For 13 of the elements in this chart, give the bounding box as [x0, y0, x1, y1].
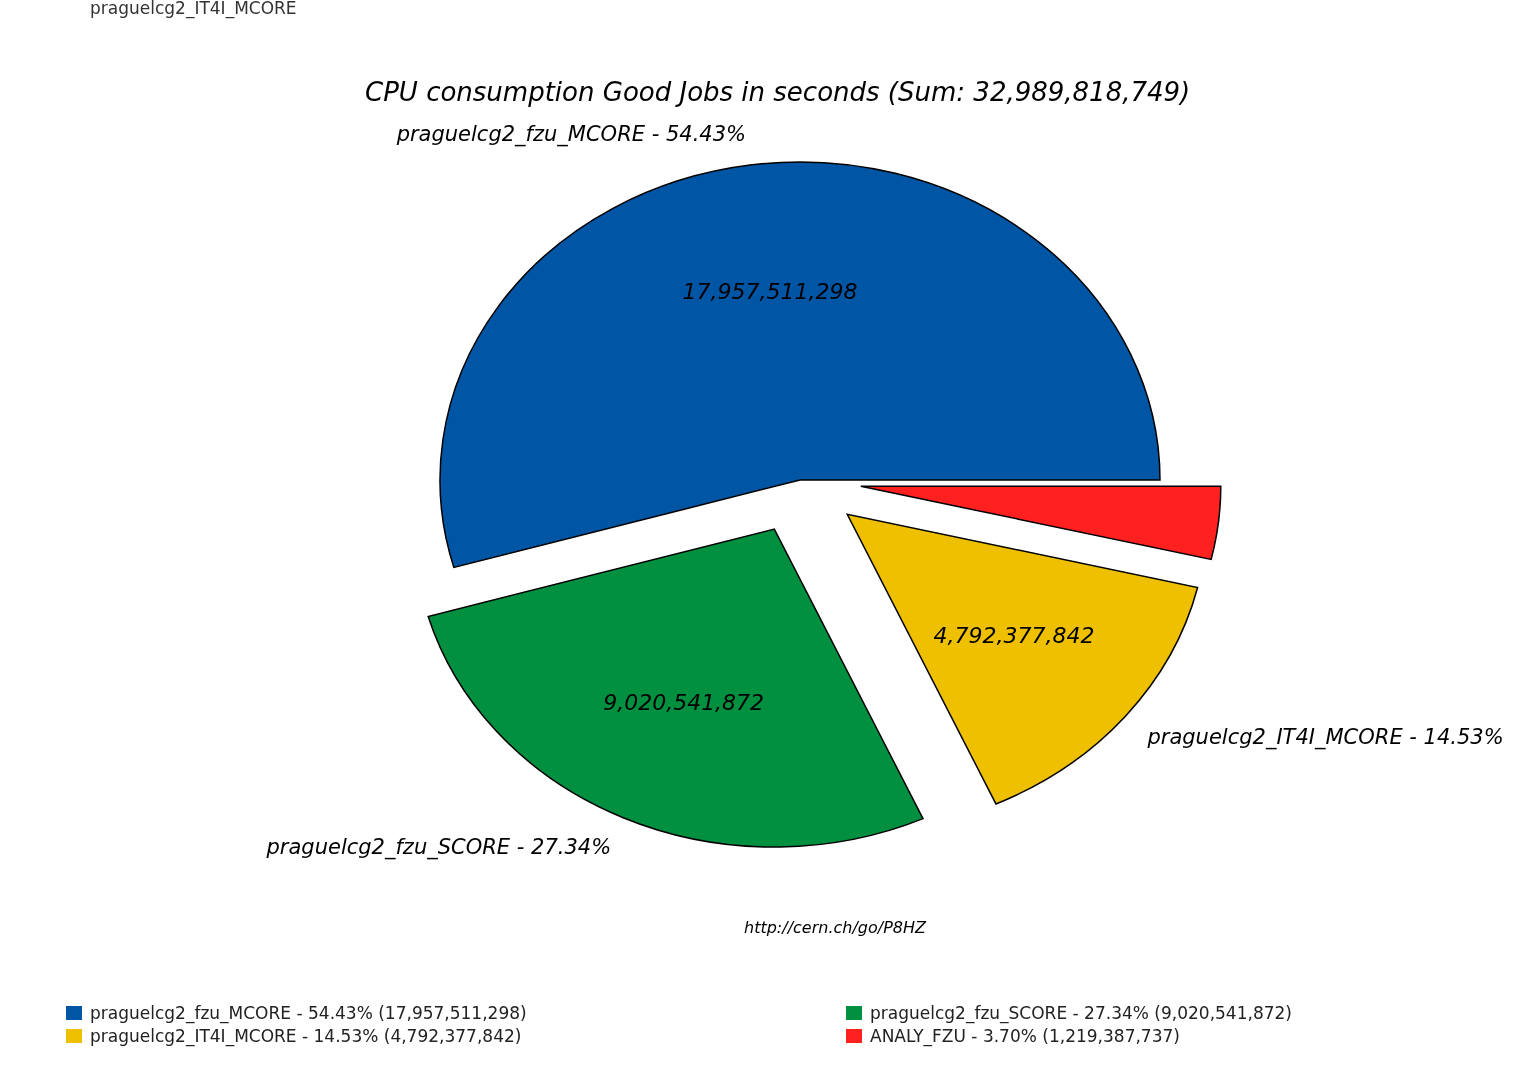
- text: praguelcg2_fzu_MCORE - 54.43%: [395, 121, 747, 147]
- text: praguelcg2_IT4I_MCORE: [90, 0, 297, 19]
- text: praguelcg2_IT4I_MCORE - 14.53%: [1146, 724, 1504, 750]
- legend-label: praguelcg2_fzu_MCORE - 54.43% (17,957,511,298): [90, 1002, 527, 1024]
- data-label: 17,957,511,298: [682, 278, 858, 304]
- chart-title: CPU consumption Good Jobs in seconds (Sum: 32,989,818,749): [365, 77, 1191, 107]
- data-label: 4,792,377,842: [933, 623, 1095, 649]
- legend-label: praguelcg2_IT4I_MCORE - 14.53% (4,792,377,842): [90, 1025, 522, 1047]
- legend-label: praguelcg2_fzu_SCORE - 27.34% (9,020,541,872): [870, 1002, 1292, 1024]
- text: praguelcg2_fzu_SCORE - 27.34%: [265, 834, 612, 860]
- data-label: 9,020,541,872: [603, 689, 765, 715]
- text: http://cern.ch/go/P8HZ: [744, 918, 928, 937]
- legend-label: ANALY_FZU - 3.70% (1,219,387,737): [870, 1025, 1180, 1047]
